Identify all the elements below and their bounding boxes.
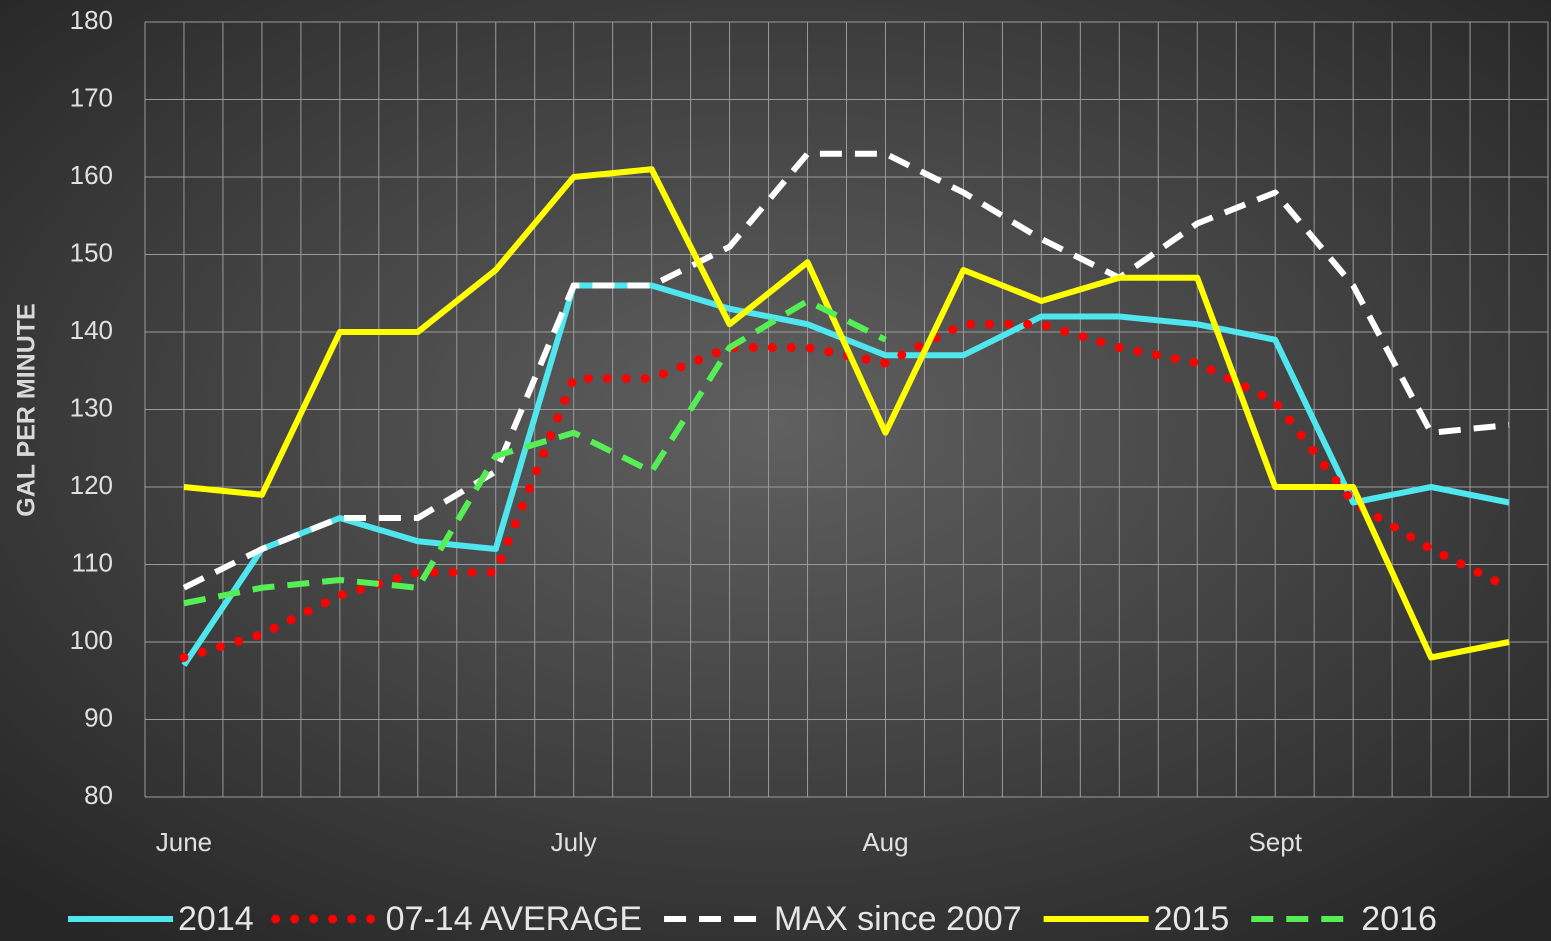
x-tick-label: Aug: [862, 827, 908, 857]
legend-label: 07-14 AVERAGE: [386, 900, 642, 938]
y-tick-label: 110: [72, 547, 113, 577]
series-line: [183, 166, 1510, 661]
x-tick-label: June: [156, 827, 212, 857]
series-line: [183, 298, 887, 607]
y-tick-label: 120: [70, 470, 113, 500]
y-tick-label: 80: [84, 780, 113, 810]
y-tick-label: 150: [70, 237, 113, 267]
x-tick-label: July: [551, 827, 597, 857]
y-tick-label: 100: [70, 625, 113, 655]
y-tick-label: 160: [70, 160, 113, 190]
y-tick-label: 140: [70, 315, 113, 345]
legend-label: 2014: [178, 900, 254, 938]
y-tick-label: 130: [70, 392, 113, 422]
legend-label: 2015: [1154, 900, 1230, 938]
series-line: [182, 150, 1510, 591]
y-tick-label: 90: [84, 702, 113, 732]
legend-label: MAX since 2007: [774, 900, 1022, 938]
series-line: [179, 319, 1514, 662]
legend-label: 2016: [1361, 900, 1437, 938]
x-tick-label: Sept: [1248, 827, 1302, 857]
y-tick-label: 170: [70, 82, 113, 112]
series-line: [181, 282, 1510, 667]
y-tick-label: 180: [70, 5, 113, 35]
y-axis-label: GAL PER MINUTE: [13, 303, 41, 516]
